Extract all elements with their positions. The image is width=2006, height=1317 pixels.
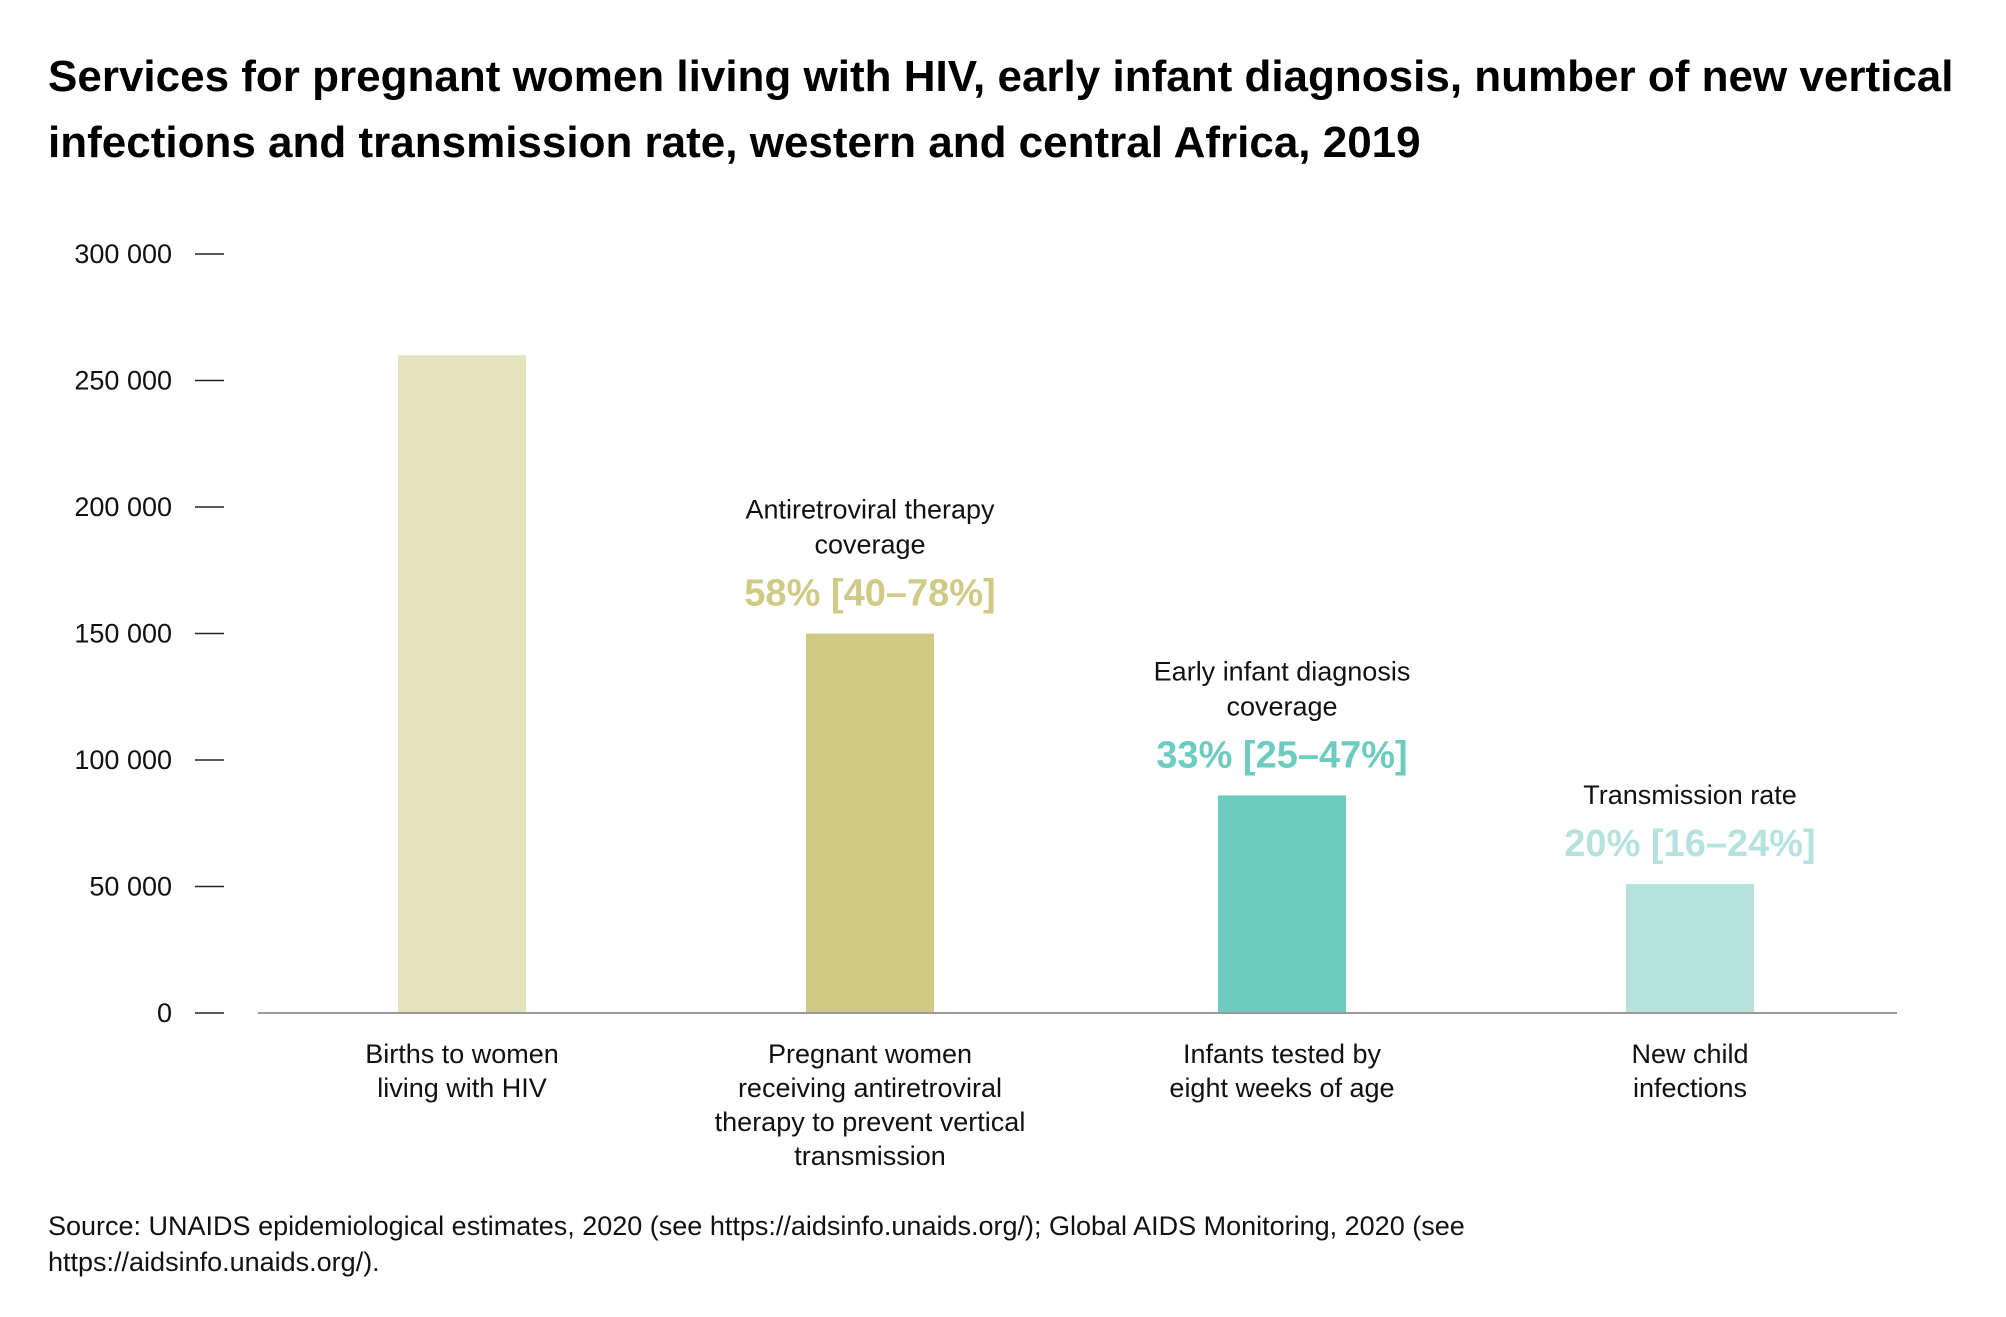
coverage-value: 33% [25–47%] [1156,734,1407,776]
annotations-group: 58% [40–78%] Antiretroviral therapy covera… [744,495,1815,865]
source-note: Source: UNAIDS epidemiological estimates… [48,1211,1465,1277]
coverage-value: 58% [40–78%] [744,573,995,615]
y-tick-label: 150 000 [74,619,172,649]
bar [398,355,526,1013]
bar [806,633,934,1013]
bar [1218,795,1346,1013]
chart-title: Services for pregnant women living with … [48,52,1954,167]
bar [1626,883,1754,1013]
category-label: Births to women living with HIV [365,1039,559,1103]
category-label: Infants tested by eight weeks of age [1169,1039,1394,1103]
y-tick-label: 0 [157,998,172,1028]
x-axis: Births to women living with HIV Pregnant w… [258,1012,1897,1171]
y-tick-label: 300 000 [74,239,172,269]
coverage-value: 20% [16–24%] [1564,823,1815,865]
coverage-label: Antiretroviral therapy coverage [745,495,995,560]
y-tick-label: 250 000 [74,366,172,396]
category-label: Pregnant women receiving antiretroviral th… [715,1039,1026,1171]
category-label: New child infections [1631,1039,1748,1103]
y-tick-label: 50 000 [89,872,172,902]
bars-group [398,355,1754,1013]
coverage-label: Transmission rate [1583,780,1797,810]
coverage-label: Early infant diagnosis coverage [1154,656,1411,721]
y-tick-label: 100 000 [74,745,172,775]
y-axis: 0 50 000 100 000 150 000 200 000 250 000 300 0… [74,239,224,1028]
y-tick-label: 200 000 [74,492,172,522]
